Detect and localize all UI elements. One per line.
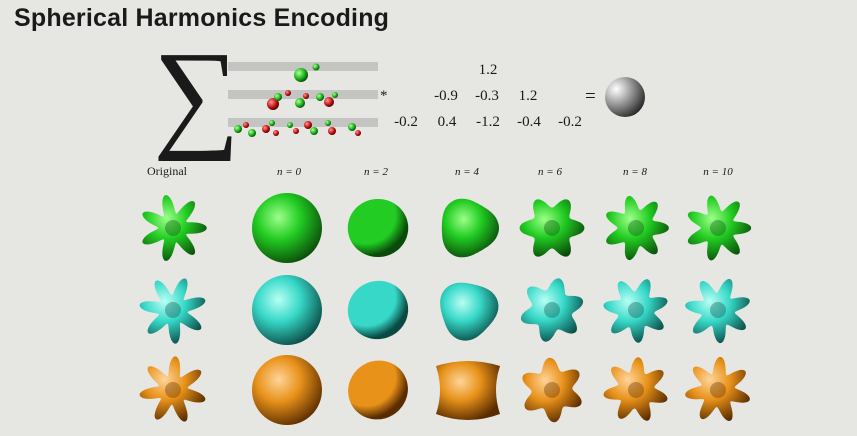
sum-symbol: ∑ — [153, 27, 240, 162]
sh-shape-orange-5 — [598, 352, 674, 428]
sh-shape-green-1 — [249, 190, 325, 266]
coefficient: -0.9 — [434, 88, 458, 104]
sh-shape-body — [436, 361, 500, 420]
multiply-symbol: * — [380, 88, 388, 104]
sh-shape-body — [685, 356, 750, 421]
sh-shape-green-0 — [135, 190, 211, 266]
sh-shape-body — [685, 279, 750, 344]
coefficient: -0.4 — [517, 114, 541, 130]
coefficient: -0.3 — [475, 88, 499, 104]
sh-shape-body — [520, 278, 584, 342]
coefficient: 1.2 — [518, 88, 538, 104]
equals-symbol: = — [585, 86, 596, 107]
sh-shape-body — [142, 195, 207, 261]
sh-shape-cyan-0 — [135, 272, 211, 348]
sh-shape-core — [544, 382, 560, 398]
sh-shape-cyan-1 — [249, 272, 325, 348]
sh-shape-cyan-3 — [430, 272, 506, 348]
coefficient: -0.2 — [394, 114, 418, 130]
sh-shape-core — [710, 382, 726, 398]
sh-shape-core — [628, 302, 644, 318]
sh-shape-orange-0 — [135, 352, 211, 428]
column-label: n = 2 — [364, 166, 388, 178]
sh-shape-orange-3 — [430, 352, 506, 428]
sh-shape-cyan-6 — [680, 272, 756, 348]
sh-shape-body — [252, 275, 322, 345]
sh-shape-core — [710, 302, 726, 318]
sh-shape-core — [165, 302, 181, 318]
basis-band-l1 — [228, 90, 378, 99]
coefficient: 1.2 — [478, 62, 498, 78]
sh-shape-body — [522, 357, 582, 423]
coefficient: -1.2 — [476, 114, 500, 130]
coefficient: -0.2 — [558, 114, 582, 130]
sh-shape-body — [687, 195, 752, 261]
sh-shape-cyan-4 — [514, 272, 590, 348]
sh-shape-body — [139, 356, 206, 422]
sh-shape-green-6 — [680, 190, 756, 266]
sh-shape-green-2 — [340, 190, 416, 266]
column-label-original: Original — [147, 164, 187, 178]
sh-shape-body — [348, 360, 408, 420]
column-label: n = 10 — [703, 166, 733, 178]
sh-shape-green-4 — [514, 190, 590, 266]
sh-shape-orange-4 — [514, 352, 590, 428]
page-title: Spherical Harmonics Encoding — [14, 4, 390, 32]
sh-shape-cyan-2 — [340, 272, 416, 348]
sh-shape-body — [347, 280, 409, 340]
sh-shape-core — [544, 220, 560, 236]
column-label: n = 8 — [623, 166, 647, 178]
sh-shape-body — [603, 279, 668, 343]
sh-basis-icon — [234, 63, 361, 137]
coefficient: 0.4 — [437, 114, 457, 130]
sh-shape-body — [252, 193, 322, 263]
sh-shape-orange-6 — [680, 352, 756, 428]
sh-shape-cyan-5 — [598, 272, 674, 348]
sh-shape-core — [544, 302, 560, 318]
sh-shape-body — [347, 199, 409, 257]
sh-shape-body — [606, 195, 669, 261]
sh-shape-green-5 — [598, 190, 674, 266]
sh-shape-body — [519, 199, 585, 257]
sh-shape-core — [628, 220, 644, 236]
sh-shape-core — [165, 382, 181, 398]
basis-band-l2 — [228, 118, 378, 127]
shaded-sphere-icon — [605, 77, 645, 117]
sh-shape-orange-1 — [249, 352, 325, 428]
sh-shape-body — [139, 278, 206, 344]
sh-shape-orange-2 — [340, 352, 416, 428]
sh-shape-body — [252, 355, 322, 425]
sh-shape-core — [710, 220, 726, 236]
column-label: n = 4 — [455, 166, 479, 178]
sh-shape-core — [628, 382, 644, 398]
sh-shape-body — [603, 357, 668, 421]
sh-shape-core — [165, 220, 181, 236]
sh-shape-body — [441, 198, 499, 258]
sh-shape-body — [440, 282, 499, 341]
basis-band-l0 — [228, 62, 378, 71]
sh-shape-green-3 — [430, 190, 506, 266]
column-label: n = 0 — [277, 166, 301, 178]
column-label: n = 6 — [538, 166, 562, 178]
